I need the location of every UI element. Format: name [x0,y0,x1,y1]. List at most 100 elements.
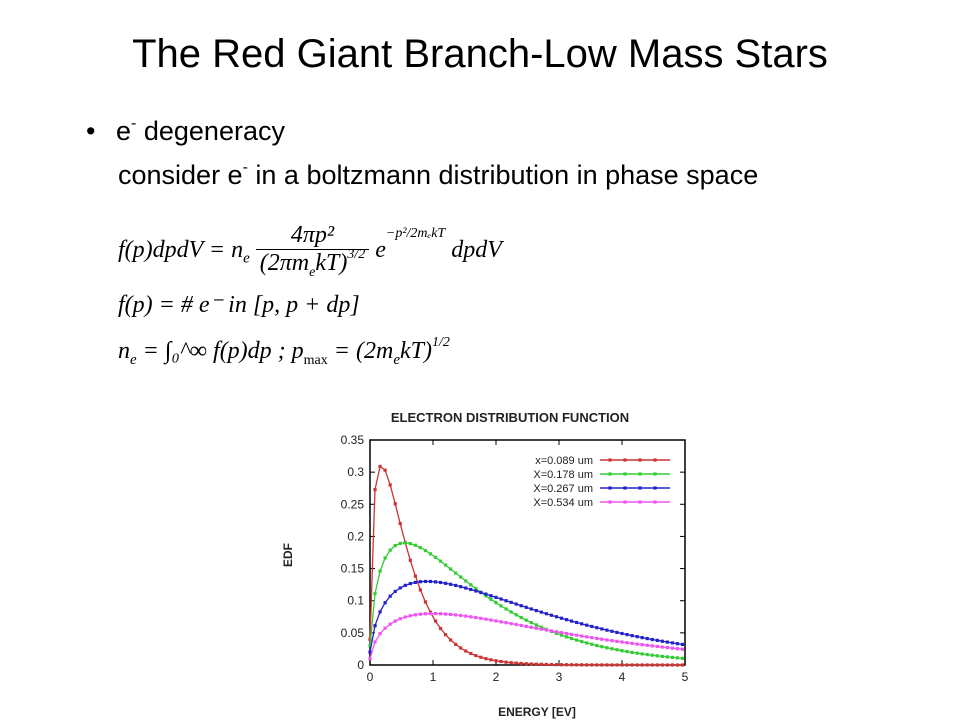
series-point-3 [449,582,453,586]
series-point-3 [625,632,629,637]
series-point-2 [645,652,649,657]
series-point-2 [580,639,584,644]
series-point-1 [665,663,669,667]
series-point-3 [559,616,564,620]
series-point-1 [640,663,644,667]
series-point-3 [554,615,559,619]
legend-point [608,486,612,490]
edf-chart-svg: ELECTRON DISTRIBUTION FUNCTION EDF ENERG… [281,410,689,719]
series-point-2 [570,636,574,641]
series-point-4 [625,641,629,645]
series-point-4 [585,635,589,639]
series-point-3 [585,623,589,627]
series-point-3 [570,619,574,623]
series-point-4 [388,622,392,626]
series-point-2 [600,645,604,649]
series-point-2 [559,633,564,637]
series-point-3 [549,613,554,617]
series-point-4 [635,642,639,646]
series-point-1 [479,655,483,659]
series-point-3 [680,642,685,647]
y-tick-label: 0.05 [341,626,365,640]
series-point-2 [514,613,518,617]
series-point-3 [423,579,428,584]
x-tick-label: 1 [430,670,437,684]
series-point-4 [615,639,619,643]
series-point-4 [368,656,372,661]
series-point-3 [650,637,654,642]
legend-label: X=0.534 um [533,497,593,509]
series-point-3 [655,638,659,642]
series-point-3 [580,622,584,626]
series-point-2 [615,648,619,652]
legend-label: x=0.089 um [535,455,593,467]
series-point-1 [504,660,508,664]
series-point-2 [655,654,659,658]
eq1-tail: dpdV [451,236,502,263]
series-point-3 [595,626,599,630]
legend-point [608,472,612,476]
series-point-1 [680,663,685,667]
series-point-3 [454,583,458,588]
legend-point [653,500,657,504]
series-point-3 [469,587,473,592]
series-point-1 [474,653,478,658]
bullet-degeneracy: • e- degeneracy [86,116,285,147]
series-point-4 [489,618,493,622]
series-point-3 [499,597,503,601]
series-point-3 [484,592,488,596]
series-point-2 [539,625,543,629]
y-tick-label: 0.15 [341,562,365,576]
legend-point [623,472,627,476]
series-point-1 [554,663,559,667]
series-point-4 [378,632,382,636]
series-point-2 [680,656,685,660]
eq1-lhs: f(p)dpdV = n [118,236,244,263]
series-point-4 [630,641,634,645]
series-point-3 [489,594,493,598]
legend-point [653,486,657,490]
y-tick-label: 0.2 [347,529,364,543]
series-point-3 [635,635,639,639]
series-point-1 [454,642,458,646]
series-point-3 [378,610,382,614]
series-point-4 [590,636,594,640]
series-point-4 [559,631,564,635]
series-point-2 [378,569,382,573]
series-point-1 [444,633,448,637]
series-point-3 [645,636,649,641]
series-point-3 [675,642,680,646]
series-point-4 [575,633,579,637]
series-point-1 [433,619,438,623]
series-point-3 [504,599,508,603]
series-point-3 [388,594,392,598]
eq1-denominator: (2πmekT)3/2 [256,248,369,281]
series-point-3 [418,580,422,584]
equation-3: ne = ∫₀^∞ f(p)dp ; pmax = (2mekT)1/2 [118,336,450,369]
series-point-2 [383,556,387,560]
series-point-3 [519,604,523,608]
series-point-1 [590,663,594,667]
series-point-4 [408,614,412,618]
series-point-1 [564,663,569,667]
eq1-exp-sup: −p²/2mₑkT [385,225,446,241]
series-point-3 [373,624,377,628]
bullet-text-pre: e [116,116,132,146]
eq1-numerator: 4πp² [255,222,370,250]
series-point-1 [570,663,574,667]
series-point-1 [620,663,624,667]
series-point-4 [474,615,478,620]
series-point-3 [479,590,483,595]
series-point-1 [670,663,674,667]
series-point-4 [549,629,554,633]
series-point-4 [610,639,614,643]
series-point-1 [605,663,609,667]
series-point-3 [529,607,533,611]
series-point-1 [650,663,654,667]
series-point-1 [393,502,397,506]
series-point-2 [423,548,428,553]
y-tick-label: 0 [357,658,364,672]
series-point-4 [438,612,443,616]
series-point-4 [449,612,453,617]
equation-2: f(p) = # e⁻ in [p, p + dp] [118,292,360,318]
